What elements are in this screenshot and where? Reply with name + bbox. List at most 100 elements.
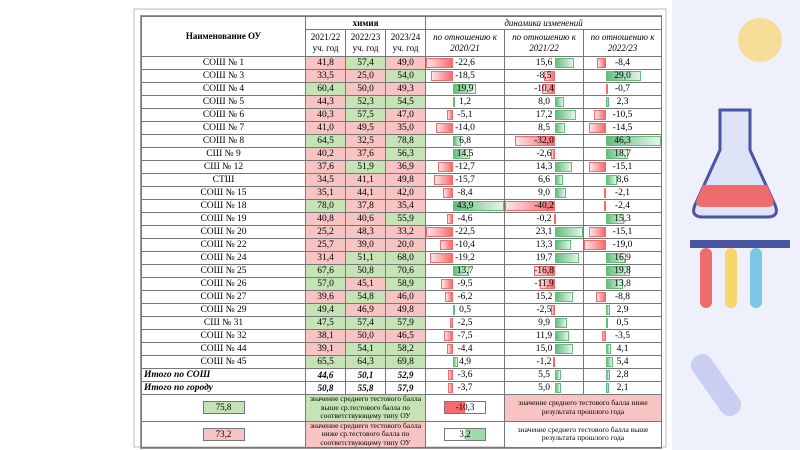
- school-name: СОШ № 27: [141, 290, 306, 304]
- dynamics-cell: 1,2: [425, 95, 506, 109]
- data-row: СОШ № 32 38,1 50,0 46,5 -7,5 11,9 -3,5: [141, 329, 663, 343]
- data-bar: [606, 318, 609, 328]
- legend-text: значение среднего тестового балла выше р…: [504, 420, 663, 448]
- score-cell: 51,9: [345, 160, 386, 174]
- dynamics-cell: -15,1: [583, 160, 663, 174]
- data-bar: [606, 149, 629, 159]
- dynamics-value: 4,1: [616, 344, 629, 354]
- data-bar: [606, 136, 661, 146]
- dynamics-cell: 14,3: [504, 160, 585, 174]
- dynamics-cell: -7,5: [425, 329, 506, 343]
- year: 2023/24: [390, 32, 421, 42]
- dynamics-cell: 8,0: [504, 95, 585, 109]
- data-bar: [603, 201, 607, 211]
- dynamics-cell: 4,9: [425, 355, 506, 369]
- dynamics-value: -15,1: [612, 227, 633, 237]
- school-name: СОШ № 6: [141, 108, 306, 122]
- data-bar: [602, 331, 607, 341]
- side-panel: [672, 0, 800, 450]
- dynamics-value: 8,0: [538, 97, 550, 107]
- legend-text: значение среднего тестового балла ниже с…: [304, 420, 427, 448]
- dynamics-cell: 5,0: [504, 381, 585, 395]
- dynamics-value: -8,4: [457, 188, 473, 198]
- dynamics-value: 15,3: [614, 214, 631, 224]
- header-cell: химия: [304, 16, 427, 30]
- dynamics-cell: 14,5: [425, 147, 506, 161]
- dynamics-value: 8,6: [616, 175, 629, 185]
- data-bar: [554, 188, 566, 198]
- dynamics-cell: -14,0: [425, 121, 506, 135]
- dynamics-cell: 29,0: [583, 69, 663, 83]
- legend-sample: 75,8: [202, 401, 245, 415]
- data-bar: [554, 253, 579, 263]
- dynamics-value: 0,5: [459, 305, 471, 315]
- data-bar: [554, 331, 570, 341]
- dynamics-value: -16,8: [534, 266, 554, 276]
- dynamics-cell: -2,5: [425, 316, 506, 330]
- data-row: СШ № 9 40,2 37,6 56,3 14,5 -2,6 18,7: [141, 147, 663, 161]
- data-bar: [606, 305, 610, 315]
- dynamics-value: -32,0: [534, 136, 554, 146]
- score-cell: 37,6: [305, 160, 346, 174]
- school-name: СОШ № 8: [141, 134, 306, 148]
- data-bar: [596, 58, 607, 68]
- data-bar: [452, 84, 476, 94]
- school-name: СОШ № 25: [141, 264, 306, 278]
- school-name: СОШ № 32: [141, 329, 306, 343]
- dynamics-cell: -32,0: [504, 134, 585, 148]
- header-cell: 2022/23 уч. год: [345, 29, 386, 57]
- data-row: СОШ № 7 41,0 49,5 35,0 -14,0 8,5 -14,5: [141, 121, 663, 135]
- compare-text: по отношению к: [433, 32, 497, 42]
- data-bar: [606, 253, 627, 263]
- score-cell: 60,4: [305, 82, 346, 96]
- score-cell: 48,3: [345, 225, 386, 239]
- header-cell: динамика изменений: [425, 16, 663, 30]
- score-cell: 50,1: [345, 368, 386, 382]
- dynamics-value: 14,5: [456, 149, 474, 159]
- data-bar: [551, 305, 555, 315]
- data-bar: [452, 305, 455, 315]
- dynamics-value: -8,8: [615, 292, 631, 302]
- score-cell: 33,2: [384, 225, 427, 239]
- dynamics-value: 29,0: [614, 71, 631, 81]
- dynamics-cell: -4,4: [425, 342, 506, 356]
- score-cell: 39,6: [305, 290, 346, 304]
- dynamics-cell: -8,4: [583, 56, 663, 70]
- dynamics-cell: 2,1: [583, 381, 663, 395]
- dynamics-value: -8,4: [615, 58, 631, 68]
- data-row: СОШ № 3 33,5 25,0 54,0 -18,5 -8,5 29,0: [141, 69, 663, 83]
- dynamics-value: -6,2: [457, 292, 473, 302]
- table-frame: Наименование ОУ химия динамика изменений 20…: [140, 15, 663, 449]
- dynamics-value: -14,5: [612, 123, 633, 133]
- header-cell: по отношению к 2022/23: [583, 29, 663, 57]
- legend-sample: 73,2: [202, 427, 245, 441]
- score-cell: 31,4: [305, 251, 346, 265]
- dynamics-value: -4,4: [457, 344, 473, 354]
- score-cell: 33,5: [305, 69, 346, 83]
- score-cell: 35,1: [305, 186, 346, 200]
- dynamics-value: -10,5: [612, 110, 633, 120]
- dynamics-cell: -3,6: [425, 368, 506, 382]
- school-name: СОШ № 4: [141, 82, 306, 96]
- legend-row: 73,2 значение среднего тестового балла ни…: [141, 420, 663, 448]
- data-bar: [554, 58, 574, 68]
- score-cell: 49,3: [384, 82, 427, 96]
- rack: [690, 240, 790, 248]
- score-cell: 49,0: [384, 56, 427, 70]
- data-bar: [452, 201, 504, 211]
- dynamics-cell: 13,3: [504, 238, 585, 252]
- tube: [700, 248, 712, 308]
- dynamics-cell: -3,5: [583, 329, 663, 343]
- data-bar: [505, 201, 555, 211]
- dynamics-cell: 9,9: [504, 316, 585, 330]
- score-cell: 44,6: [305, 368, 346, 382]
- dynamics-cell: 15,2: [504, 290, 585, 304]
- data-row: СОШ № 20 25,2 48,3 33,2 -22,5 23,1 -15,1: [141, 225, 663, 239]
- dynamics-value: 2,1: [616, 383, 629, 393]
- data-row: СШ № 31 47,5 57,4 57,9 -2,5 9,9 0,5: [141, 316, 663, 330]
- score-cell: 20,0: [384, 238, 427, 252]
- data-bar: [554, 123, 566, 133]
- score-cell: 52,3: [345, 95, 386, 109]
- data-bar: [541, 84, 555, 94]
- dynamics-value: 15,2: [535, 292, 553, 302]
